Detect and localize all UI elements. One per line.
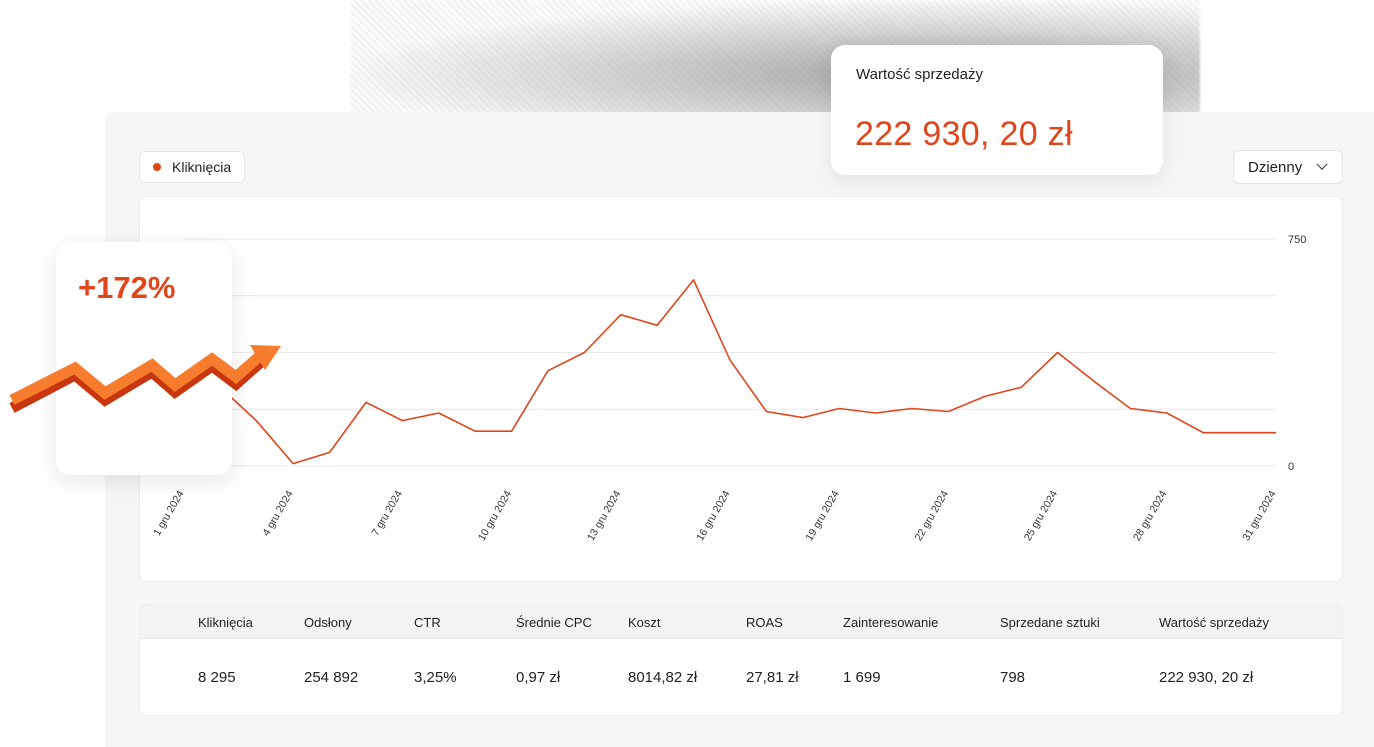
period-dropdown[interactable]: Dzienny: [1233, 150, 1343, 184]
x-tick-label-8: 25 gru 2024: [1022, 488, 1060, 543]
td-avg-cpc: 0,97 zł: [516, 669, 561, 686]
td-clicks: 8 295: [198, 669, 236, 686]
legend-dot-icon: [153, 163, 161, 171]
th-units-sold: Sprzedane sztuki: [1000, 615, 1100, 630]
th-avg-cpc: Średnie CPC: [516, 615, 592, 630]
x-tick-label-3: 10 gru 2024: [476, 488, 514, 543]
line-chart: 750 0 1 gru 2024 4 gru 2024 7 gru 2024 10 gru…: [151, 234, 1306, 543]
x-tick-label-5: 16 gru 2024: [694, 488, 732, 543]
sales-value-card: Wartość sprzedaży 222 930, 20 zł: [831, 45, 1163, 175]
chevron-down-icon: [1316, 158, 1328, 170]
td-sales-value: 222 930, 20 zł: [1159, 669, 1254, 686]
x-tick-label-7: 22 gru 2024: [913, 488, 951, 543]
td-impressions: 254 892: [304, 669, 359, 686]
th-impressions: Odsłony: [304, 615, 352, 630]
x-tick-label-6: 19 gru 2024: [803, 488, 841, 543]
growth-percentage: +172%: [78, 270, 176, 305]
th-sales-value: Wartość sprzedaży: [1159, 615, 1270, 630]
x-tick-label-9: 28 gru 2024: [1131, 488, 1169, 543]
td-units-sold: 798: [1000, 669, 1026, 686]
th-clicks: Kliknięcia: [198, 615, 253, 630]
th-cost: Koszt: [628, 615, 661, 630]
th-interest: Zainteresowanie: [843, 615, 939, 630]
y-tick-label-1: 0: [1288, 461, 1294, 473]
trend-arrow-head: [250, 345, 281, 370]
chart-card: 750 0 1 gru 2024 4 gru 2024 7 gru 2024 10 gru…: [139, 196, 1343, 582]
legend-label: Kliknięcia: [172, 159, 232, 175]
x-tick-label-4: 13 gru 2024: [585, 488, 623, 543]
growth-card: +172%: [56, 242, 232, 475]
td-roas: 27,81 zł: [746, 669, 799, 686]
series-line-clicks: [183, 279, 1276, 465]
y-tick-label-0: 750: [1288, 234, 1306, 246]
x-tick-label-2: 7 gru 2024: [369, 488, 405, 538]
x-tick-label-10: 31 gru 2024: [1240, 488, 1278, 543]
trend-arrow-icon: [9, 345, 281, 413]
sales-value-amount: 222 930, 20 zł: [855, 115, 1073, 153]
x-tick-label-0: 1 gru 2024: [151, 488, 187, 538]
legend-chip-clicks[interactable]: Kliknięcia: [139, 151, 245, 183]
metrics-table-header: Kliknięcia Odsłony CTR Średnie CPC Koszt…: [140, 605, 1342, 639]
td-ctr: 3,25%: [414, 669, 457, 686]
x-tick-label-1: 4 gru 2024: [260, 488, 296, 538]
period-selected: Dzienny: [1248, 158, 1303, 176]
th-ctr: CTR: [414, 615, 441, 630]
th-roas: ROAS: [746, 615, 783, 630]
td-interest: 1 699: [843, 669, 881, 686]
trend-arrow-body: [9, 349, 266, 405]
metrics-table: Kliknięcia Odsłony CTR Średnie CPC Koszt…: [139, 604, 1343, 716]
sales-value-label: Wartość sprzedaży: [856, 66, 983, 83]
td-cost: 8014,82 zł: [628, 669, 698, 686]
